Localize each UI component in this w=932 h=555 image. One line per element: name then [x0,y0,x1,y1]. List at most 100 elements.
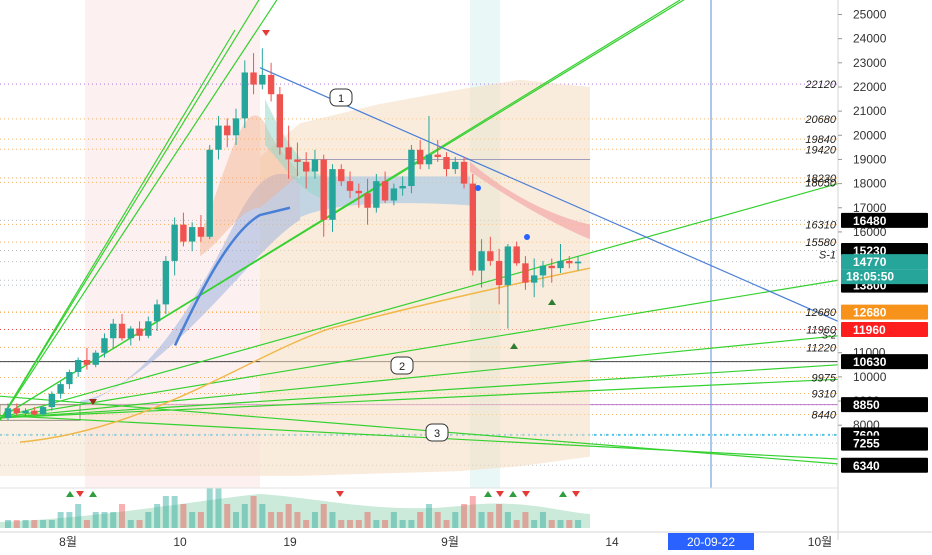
trendline-layer [0,0,839,465]
annotation-bubble [425,423,449,442]
descending-trendline [259,67,839,322]
volume-bar [189,512,196,528]
price-tick-label: 17000 [853,201,887,215]
candle-body [31,410,38,415]
volume-bar [119,504,126,528]
candle-body [127,328,134,339]
level-label: 18230 [805,173,836,185]
candle-body [259,74,266,85]
price-badge-label: 14770 [853,255,887,269]
candle-body [4,408,12,418]
annotation-label: 2 [399,361,405,373]
price-badge-label: 10630 [853,355,887,369]
volume-bar [92,512,99,528]
candle-body [92,352,99,365]
volume-bar [417,512,424,528]
price-badge [841,304,928,320]
blue-cloud [80,173,300,406]
green-trendline [0,335,839,419]
green-trendline [0,395,839,465]
volume-bar [127,520,134,528]
candle-body [250,72,257,85]
price-tick-label: 24000 [853,32,887,46]
volume-bar [5,520,11,528]
green-trendline [0,378,839,419]
annotation-bubble [390,356,414,375]
teal-cloud [265,99,330,201]
candle-body [48,393,56,408]
candle-body [162,260,170,305]
price-tick-label: 10000 [853,370,887,384]
time-tick-label: 14 [605,535,619,549]
volume-bar [259,504,266,528]
volume-bar [57,512,64,528]
annotation-layer: 1 2 3 [329,88,449,442]
candle-body [110,323,117,339]
volume-bar [224,504,231,528]
green-trendline [0,279,839,419]
candle-body [355,190,362,194]
price-badge-label: 6340 [853,459,880,473]
candle-body [302,161,310,172]
volume-bar [338,520,345,528]
price-tick-label: 23000 [853,56,887,70]
candle-body [188,227,196,242]
volume-bar [145,512,152,528]
time-axis[interactable]: 8월 10 19 9월 14 10월 20-09-22 [0,487,932,550]
countdown-badge [841,269,928,285]
green-trendline [0,29,236,421]
volume-bar [180,504,187,528]
volume-bar [206,488,213,528]
level-label: 16310 [805,219,836,231]
candle-body [83,359,91,365]
volume-bar [233,512,240,528]
volume-bar [285,504,292,528]
buy-marker [548,299,556,305]
price-tick-label: 22000 [853,80,887,94]
marker-layer [66,30,580,497]
volume-bar [162,496,169,528]
blue-ma [173,206,291,346]
volume-bar [75,504,82,528]
volume-bar [522,512,529,528]
volume-bar [487,512,494,528]
volume-bar [320,504,327,528]
price-axis[interactable]: 25000 24000 23000 22000 21000 20000 19000 18000… [804,0,932,550]
green-trendline [0,0,685,419]
buy-marker [559,491,567,497]
sell-marker [496,491,504,497]
volume-bar [513,520,520,528]
candle-body [320,159,327,220]
volume-bar [22,520,29,528]
volume-bar [197,512,204,528]
candle-body [390,188,398,201]
sell-marker [336,491,344,497]
volume-bar [66,512,73,528]
candle-body [22,410,29,414]
volume-bar [496,504,503,528]
sell-marker [262,30,270,36]
sell-marker [89,399,97,405]
candle-body [39,407,47,415]
candle-body [241,72,248,119]
level-label: 18050 [805,177,836,189]
price-tick-label: 21000 [853,104,887,118]
buy-marker [89,491,97,497]
candle-body [171,224,178,261]
candle-body [574,261,582,264]
time-tick-label: 9월 [441,535,459,549]
red-cloud [470,161,590,240]
candle-body [118,323,126,339]
candle-body [311,159,319,172]
volume-bar [250,496,257,528]
level-label: 11220 [806,342,837,354]
sell-marker [522,491,530,497]
candle-body [557,260,564,269]
volume-bar [215,488,222,528]
candle-body [539,265,547,276]
price-badge-label: 7255 [853,437,880,451]
volume-bar [294,512,301,528]
volume-bar [101,512,108,528]
